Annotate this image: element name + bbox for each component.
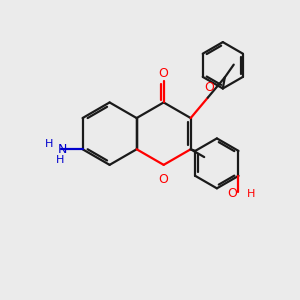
Text: H: H <box>44 139 53 149</box>
Text: H: H <box>247 189 255 199</box>
Text: O: O <box>204 81 214 94</box>
Text: H: H <box>56 155 64 165</box>
Text: N: N <box>58 143 67 156</box>
Text: O: O <box>227 187 237 200</box>
Text: O: O <box>159 173 169 186</box>
Text: O: O <box>159 67 169 80</box>
